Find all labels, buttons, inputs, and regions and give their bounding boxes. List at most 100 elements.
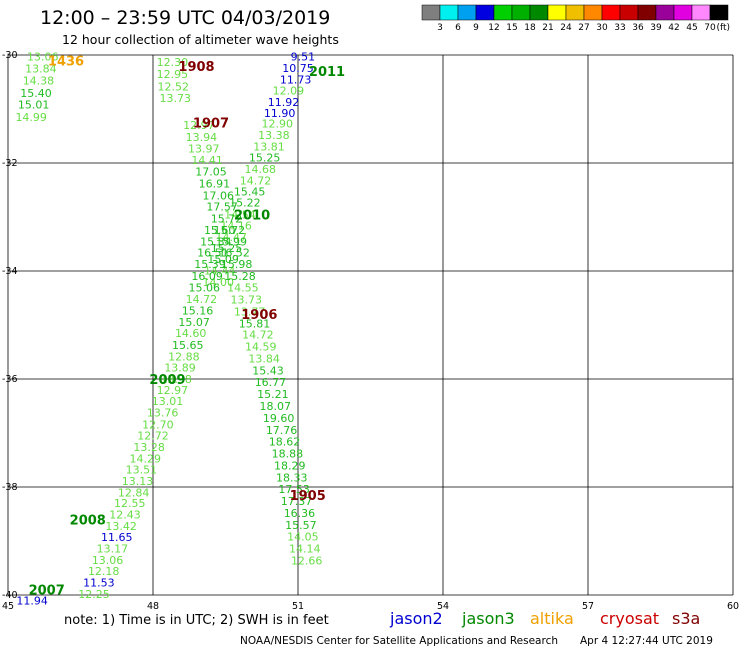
wave-height-value: 15.45	[234, 186, 266, 199]
wave-height-value: 17.06	[203, 189, 235, 202]
colorbar-tick-label: 36	[632, 23, 644, 33]
wave-height-value: 15.16	[182, 304, 214, 317]
lon-tick-label: 45	[2, 601, 14, 612]
wave-height-value: 13.38	[160, 373, 192, 386]
wave-height-value: 12.18	[88, 565, 120, 578]
lat-tick-label: -30	[2, 50, 18, 61]
colorbar-tick-label: 42	[668, 23, 679, 33]
map-subtitle: 12 hour collection of altimeter wave hei…	[62, 32, 339, 47]
wave-height-value: 12.55	[114, 497, 146, 510]
wave-height-value: 15.43	[252, 364, 284, 377]
wave-height-value: 16.77	[255, 376, 287, 389]
wave-height-value: 12.88	[168, 350, 200, 363]
wave-height-value: 13.06	[27, 51, 59, 64]
wave-height-value: 12.25	[78, 588, 110, 601]
wave-height-value: 17.05	[195, 166, 227, 179]
wave-height-value: 14.72	[186, 293, 218, 306]
wave-height-value: 15.99	[216, 235, 248, 248]
wave-height-value: 14.99	[15, 111, 47, 124]
colorbar-swatch	[583, 4, 603, 21]
wave-height-value: 14.00	[203, 276, 235, 289]
wave-height-value: 12.52	[158, 80, 190, 93]
wave-height-value: 17.76	[266, 424, 298, 437]
colorbar-tick-label: 12	[488, 23, 499, 33]
colorbar-tick-label: 27	[578, 23, 589, 33]
wave-height-value: 14.05	[287, 531, 319, 544]
lon-tick-label: 60	[727, 601, 739, 612]
wave-height-value: 15.22	[229, 196, 261, 209]
wave-height-value: 12.72	[137, 430, 169, 443]
colorbar-swatch	[421, 4, 441, 21]
colorbar-tick-label: 3	[437, 23, 443, 33]
satellite-name-s3a: s3a	[672, 609, 700, 628]
wave-height-value: 14.68	[245, 163, 277, 176]
wave-height-value: 14.29	[130, 452, 162, 465]
wave-height-value: 12.30	[157, 56, 189, 69]
lat-tick-label: -34	[2, 266, 18, 277]
cycle-label: 2008	[70, 513, 106, 528]
wave-height-value: 13.76	[147, 406, 179, 419]
credit-line: NOAA/NESDIS Center for Satellite Applica…	[240, 635, 558, 647]
wave-height-value: 16.91	[199, 178, 231, 191]
wave-height-value: 14.41	[191, 154, 223, 167]
colorbar-unit: (ft)	[716, 23, 730, 33]
colorbar-tick-label: 39	[650, 23, 662, 33]
wave-height-value: 13.17	[97, 543, 129, 556]
wave-height-value: 11.94	[16, 594, 48, 607]
wave-height-value: 16.36	[284, 507, 316, 520]
wave-height-value: 9.51	[291, 51, 316, 64]
wave-height-value: 16.51	[197, 247, 229, 260]
wave-height-value: 11.65	[101, 531, 133, 544]
wave-height-value: 13.13	[122, 475, 154, 488]
cycle-label: 1905	[290, 489, 326, 504]
satellite-name-cryosat: cryosat	[600, 609, 659, 628]
colorbar-tick-label: 70	[704, 23, 716, 33]
wave-height-value: 15.65	[172, 339, 204, 352]
wave-height-value: 15.57	[285, 519, 317, 532]
wave-height-value: 11.90	[264, 107, 296, 120]
wave-height-value: 13.73	[231, 294, 263, 307]
wave-height-value: 15.25	[211, 242, 243, 255]
colorbar-tick-label: 9	[473, 23, 479, 33]
wave-height-value: 18.33	[276, 471, 308, 484]
cycle-label: 2010	[234, 208, 270, 223]
wave-height-value: 13.89	[164, 362, 196, 375]
colorbar-swatch	[511, 4, 531, 21]
wave-height-value: 14.55	[227, 282, 259, 295]
colorbar-tick-label: 18	[524, 23, 536, 33]
wave-height-value: 14.72	[240, 174, 272, 187]
wave-height-value: 13.73	[159, 92, 191, 105]
wave-height-value: 15.81	[239, 317, 271, 330]
lon-tick-label: 48	[147, 601, 159, 612]
wave-height-value: 18.88	[272, 448, 304, 461]
wave-height-value: 13.38	[258, 129, 290, 142]
wave-height-value: 15.01	[18, 99, 50, 112]
cycle-labels: 1436 1908 2011 1907 2010 1906 2009 1905 2008 2007	[29, 54, 346, 598]
wave-height-value: 14.54	[224, 208, 256, 221]
wave-height-value: 14.60	[175, 327, 207, 340]
satellite-name-jason3: jason3	[461, 609, 515, 628]
wave-height-value: 19.60	[263, 412, 295, 425]
colorbar-swatch	[601, 4, 621, 21]
wave-height-value: 18.62	[269, 436, 301, 449]
wave-height-value: 15.72	[211, 213, 243, 226]
generated-timestamp: Apr 4 12:27:44 UTC 2019	[580, 635, 713, 647]
colorbar-swatch	[475, 4, 495, 21]
wave-height-value: 13.84	[248, 352, 280, 365]
wave-height-value: 16.52	[218, 247, 250, 260]
wave-height-value: 15.60	[204, 224, 236, 237]
wave-height-value: 18.29	[274, 459, 306, 472]
wave-height-value: 13.51	[126, 464, 158, 477]
wave-height-value: 15.28	[224, 270, 256, 283]
colorbar-tick-label: 24	[560, 23, 572, 33]
wave-height-value: 13.77	[234, 306, 266, 319]
wave-height-value: 15.06	[188, 282, 220, 295]
cycle-label: 2009	[149, 373, 185, 388]
wave-height-value: 14.16	[220, 220, 252, 233]
cycle-label: 1906	[241, 308, 277, 323]
wave-height-value: 12.70	[142, 418, 174, 431]
wave-height-value: 15.34	[200, 235, 232, 248]
lat-tick-label: -40	[2, 590, 18, 601]
satellite-name-altika: altika	[530, 609, 574, 628]
wave-height-value: 12.95	[157, 68, 189, 81]
